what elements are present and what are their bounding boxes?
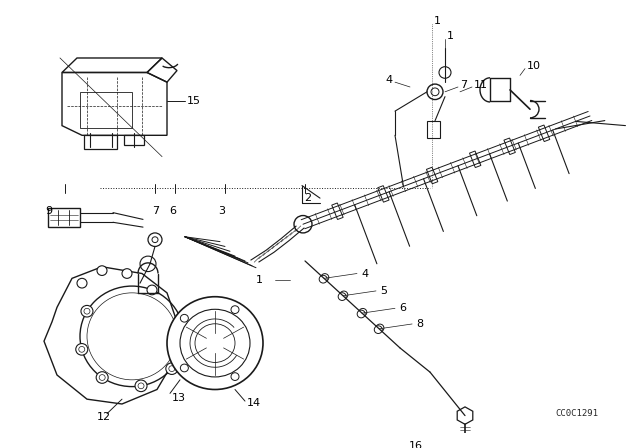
Circle shape — [321, 274, 329, 281]
Circle shape — [135, 380, 147, 392]
Text: 12: 12 — [97, 412, 111, 422]
Text: 2: 2 — [304, 193, 311, 203]
Circle shape — [122, 269, 132, 278]
Circle shape — [374, 326, 382, 333]
Circle shape — [376, 324, 384, 332]
Polygon shape — [457, 407, 473, 424]
Circle shape — [338, 293, 346, 301]
Circle shape — [294, 215, 312, 233]
Circle shape — [180, 314, 188, 322]
Circle shape — [231, 373, 239, 380]
Circle shape — [231, 306, 239, 314]
Circle shape — [340, 291, 348, 299]
Circle shape — [166, 363, 178, 375]
Circle shape — [167, 297, 263, 389]
Text: 1: 1 — [434, 16, 441, 26]
Text: 3: 3 — [218, 206, 225, 215]
Text: 15: 15 — [187, 96, 201, 107]
Text: 4: 4 — [361, 268, 368, 279]
Text: 5: 5 — [380, 286, 387, 296]
Text: 11: 11 — [474, 80, 488, 90]
Circle shape — [180, 364, 188, 372]
Text: 9: 9 — [45, 206, 52, 215]
Circle shape — [97, 266, 107, 276]
Circle shape — [357, 310, 365, 318]
Circle shape — [359, 308, 367, 316]
Text: 1: 1 — [447, 31, 454, 41]
Circle shape — [76, 344, 88, 355]
Text: 1: 1 — [256, 275, 263, 285]
Text: CC0C1291: CC0C1291 — [555, 409, 598, 418]
Text: 7: 7 — [152, 206, 159, 215]
Text: 14: 14 — [247, 398, 261, 408]
Text: 10: 10 — [527, 61, 541, 71]
Circle shape — [178, 331, 190, 342]
Circle shape — [96, 372, 108, 383]
Circle shape — [427, 84, 443, 99]
Circle shape — [147, 285, 157, 295]
Text: 13: 13 — [172, 393, 186, 403]
Text: 6: 6 — [169, 206, 176, 215]
Text: 16: 16 — [409, 440, 423, 448]
Circle shape — [439, 67, 451, 78]
Text: 6: 6 — [399, 303, 406, 313]
Text: 7: 7 — [460, 80, 467, 90]
Circle shape — [81, 306, 93, 317]
Circle shape — [319, 276, 327, 283]
Text: 4: 4 — [385, 75, 392, 85]
Circle shape — [77, 278, 87, 288]
Text: 8: 8 — [416, 319, 423, 329]
